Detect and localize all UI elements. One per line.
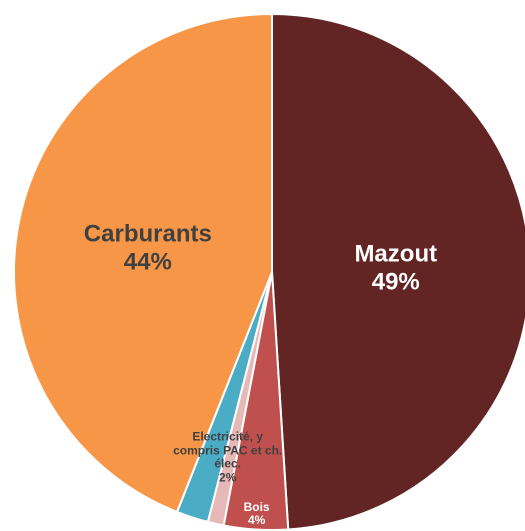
- slice-name: Mazout: [354, 240, 438, 268]
- slice-label: Carburants 44%: [58, 221, 238, 276]
- pie-slice: [13, 12, 273, 514]
- slice-label: Bois 4%: [237, 499, 277, 529]
- slice-value: 49%: [371, 268, 420, 296]
- pie-slice: [271, 12, 525, 531]
- slice-value: 4%: [247, 513, 266, 528]
- slice-name: Electricité, y compris PAC et ch. élec.: [173, 429, 283, 471]
- slice-label: Mazout 49%: [326, 241, 466, 296]
- slice-name: Bois: [243, 499, 270, 514]
- slice-value: 2%: [219, 470, 237, 485]
- slice-label: Electricité, y compris PAC et ch. élec. 2…: [173, 429, 283, 485]
- slice-name: Carburants: [83, 220, 212, 248]
- slice-value: 44%: [123, 248, 172, 276]
